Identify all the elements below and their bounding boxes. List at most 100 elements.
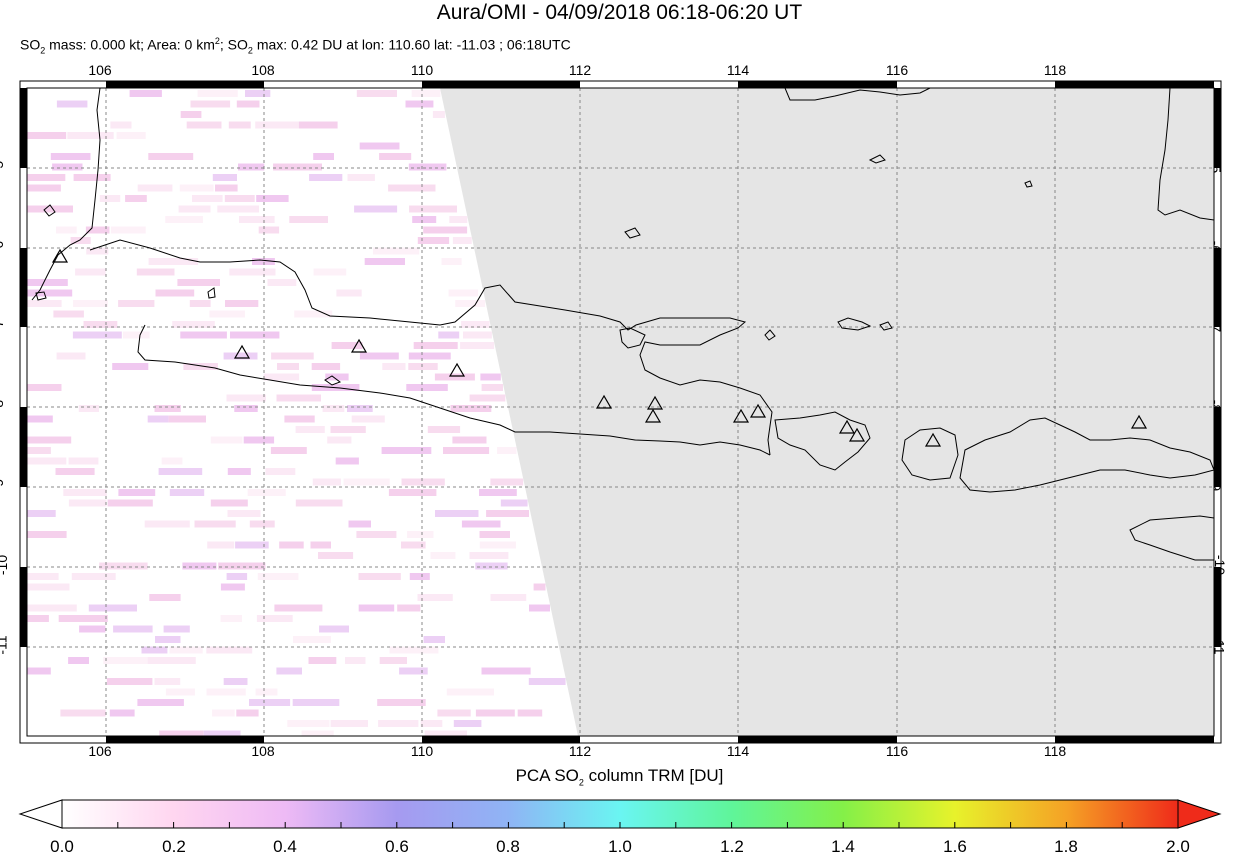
so2-pixel xyxy=(356,90,397,97)
so2-pixel xyxy=(223,352,258,360)
so2-pixel xyxy=(125,195,147,202)
lon-tick-top: 114 xyxy=(726,62,750,78)
so2-pixel xyxy=(348,520,371,528)
so2-pixel xyxy=(397,604,421,612)
so2-pixel xyxy=(27,384,62,391)
so2-pixel xyxy=(434,373,475,381)
so2-pixel xyxy=(358,573,401,580)
so2-pixel xyxy=(85,226,110,234)
colorbar-tick-label: 0.6 xyxy=(385,837,409,856)
so2-pixel xyxy=(412,216,437,223)
coastline-sulawesi xyxy=(1157,88,1214,221)
so2-pixel xyxy=(441,258,462,265)
so2-pixel xyxy=(209,310,245,318)
volcano-triangle xyxy=(448,362,466,377)
so2-pixel xyxy=(249,520,275,528)
so2-pixel xyxy=(189,300,211,307)
so2-pixel xyxy=(310,541,331,549)
so2-pixel xyxy=(210,436,243,444)
so2-pixel xyxy=(347,405,373,412)
so2-pixel xyxy=(27,279,68,286)
so2-pixel xyxy=(423,636,445,643)
so2-pixel xyxy=(406,384,448,391)
so2-pixel xyxy=(226,394,266,402)
so2-pixel xyxy=(313,268,347,276)
so2-pixel xyxy=(118,489,156,496)
so2-pixel xyxy=(71,573,116,580)
colorbar-over-arrow xyxy=(1177,799,1222,829)
so2-pixel xyxy=(186,121,222,129)
coastline-islet xyxy=(868,154,886,164)
lon-tick-bottom: 118 xyxy=(1043,743,1067,759)
so2-pixel xyxy=(490,594,527,601)
so2-pixel xyxy=(68,499,107,507)
so2-pixel xyxy=(27,184,61,192)
so2-pixel xyxy=(27,667,51,675)
so2-pixel xyxy=(56,226,77,234)
so2-pixel xyxy=(27,531,67,538)
so2-pixel xyxy=(99,195,121,202)
so2-pixel xyxy=(258,226,280,234)
so2-pixel xyxy=(159,730,204,736)
so2-pixel xyxy=(103,657,148,664)
so2-pixel xyxy=(311,363,341,370)
volcano-triangle xyxy=(350,338,368,353)
so2-pixel xyxy=(481,667,531,675)
so2-pixel xyxy=(228,121,251,129)
so2-pixel xyxy=(78,405,99,412)
colorbar-tick-label: 1.6 xyxy=(943,837,967,856)
so2-pixel xyxy=(443,447,490,454)
so2-pixel xyxy=(27,447,51,454)
so2-pixel xyxy=(148,153,194,160)
so2-pixel xyxy=(287,720,330,727)
volcano-triangle xyxy=(848,427,866,442)
so2-pixel xyxy=(229,268,276,276)
so2-pixel xyxy=(401,541,426,549)
so2-pixel xyxy=(479,531,510,538)
so2-pixel xyxy=(86,247,109,255)
so2-pixel xyxy=(27,132,67,139)
so2-pixel xyxy=(327,436,352,444)
so2-pixel xyxy=(452,237,472,244)
graticule xyxy=(27,88,1214,736)
so2-pixel xyxy=(479,489,517,496)
coastline-islet xyxy=(624,227,641,239)
so2-pixel xyxy=(319,625,349,633)
so2-pixel xyxy=(308,657,337,664)
so2-pixel xyxy=(144,520,190,528)
so2-pixel xyxy=(180,111,202,118)
colorbar-tick-label: 1.8 xyxy=(1054,837,1078,856)
so2-pixel xyxy=(408,363,438,370)
so2-pixel xyxy=(255,688,278,696)
so2-pixel xyxy=(225,300,259,307)
so2-pixel xyxy=(27,615,49,622)
so2-pixel xyxy=(226,573,248,580)
so2-pixel xyxy=(330,426,366,433)
so2-pixel xyxy=(295,426,325,433)
coastline-sumatra-islet xyxy=(35,291,47,301)
so2-pixel xyxy=(206,646,253,654)
so2-pixel xyxy=(517,709,543,717)
so2-pixel xyxy=(446,688,494,696)
so2-pixel xyxy=(335,457,359,465)
so2-pixel xyxy=(247,489,286,496)
lon-tick-top: 108 xyxy=(251,62,275,78)
lon-tick-top: 118 xyxy=(1043,62,1067,78)
so2-pixel xyxy=(276,667,302,675)
so2-pixel xyxy=(67,132,114,139)
so2-pixel xyxy=(112,363,149,370)
so2-pixel xyxy=(148,258,199,265)
so2-pixel xyxy=(293,636,331,643)
so2-pixel xyxy=(301,730,334,736)
so2-pixel xyxy=(273,163,322,171)
lon-tick-bottom: 110 xyxy=(410,743,434,759)
so2-pixel xyxy=(177,279,220,286)
map-subtitle: SO2 mass: 0.000 kt; Area: 0 km2; SO2 max… xyxy=(20,36,571,56)
so2-pixel xyxy=(218,562,266,570)
so2-pixel xyxy=(172,321,215,328)
so2-pixel xyxy=(292,699,340,706)
volcano-triangle xyxy=(749,403,767,418)
so2-pixel xyxy=(331,342,363,349)
so2-pixel xyxy=(252,258,275,265)
